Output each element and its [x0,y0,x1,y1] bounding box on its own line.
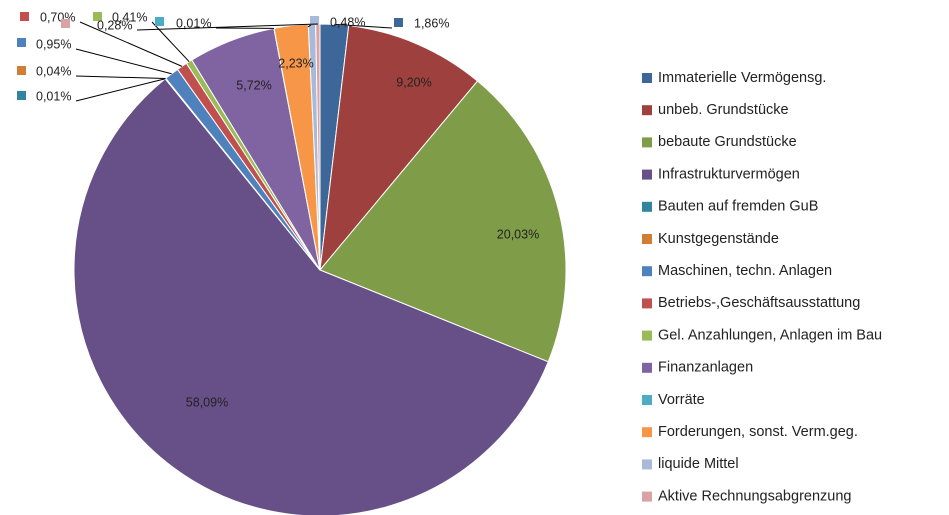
label-key [17,91,26,100]
leader-line [151,21,190,63]
leader-line [75,75,166,79]
data-label: 0,28% [97,18,132,32]
label-key [17,66,26,75]
data-label: 0,04% [36,64,71,78]
legend-label: Kunstgegenstände [658,231,779,247]
data-label: 0,70% [40,10,75,24]
legend-key [642,201,652,212]
legend-label: unbeb. Grundstücke [658,102,789,118]
legend-key [642,298,652,309]
legend-key [642,362,652,373]
data-label: 2,23% [278,56,313,70]
label-key [93,12,102,21]
pie-slice [319,80,567,363]
pie-slice [319,25,479,272]
label-key [17,38,26,47]
data-label: 20,03% [497,227,539,241]
legend-key [642,330,652,341]
legend-key [642,73,652,83]
legend-label: Finanzanlagen [658,360,753,376]
leader-line [75,78,166,102]
data-label: 5,72% [236,78,271,92]
legend-label: Aktive Rechnungsabgrenzung [658,488,851,504]
legend-label: bebaute Grundstücke [658,134,797,150]
label-key [61,19,70,28]
label-key [394,18,403,27]
legend-key [642,459,652,470]
label-key [155,17,164,26]
legend-label: Infrastrukturvermögen [658,166,800,182]
legend-label: liquide Mittel [658,456,739,472]
data-label: 1,86% [414,16,449,30]
legend-key [642,266,652,277]
legend-key [642,491,652,502]
leader-line [75,48,172,75]
legend-label: Gel. Anzahlungen, Anlagen im Bau [658,327,882,343]
leader-line [79,21,183,67]
data-label: 0,01% [176,16,211,30]
label-key [20,12,29,21]
legend-key [642,234,652,244]
leader-line [136,23,318,31]
legend-label: Bauten auf fremden GuB [658,199,818,215]
data-label: 0,41% [112,10,147,24]
data-label: 0,01% [36,89,71,103]
data-label: 0,95% [36,37,71,51]
data-label: 58,09% [186,395,228,409]
data-label: 9,20% [396,75,431,89]
legend-key [642,395,652,405]
pie-slice [73,78,549,515]
legend-key [642,427,652,438]
leader-line [334,23,393,29]
legend-label: Maschinen, techn. Anlagen [658,263,832,279]
legend-label: Betriebs-,Geschäftsausstattung [658,295,860,311]
legend-label: Forderungen, sonst. Verm.geg. [658,424,858,440]
legend-key [642,169,652,180]
legend-label: Immaterielle Vermögensg. [658,70,826,86]
legend-label: Vorräte [658,392,705,408]
label-key [310,16,319,25]
data-label: 0,48% [330,15,365,29]
legend-key [642,137,652,148]
legend-key [642,105,652,116]
